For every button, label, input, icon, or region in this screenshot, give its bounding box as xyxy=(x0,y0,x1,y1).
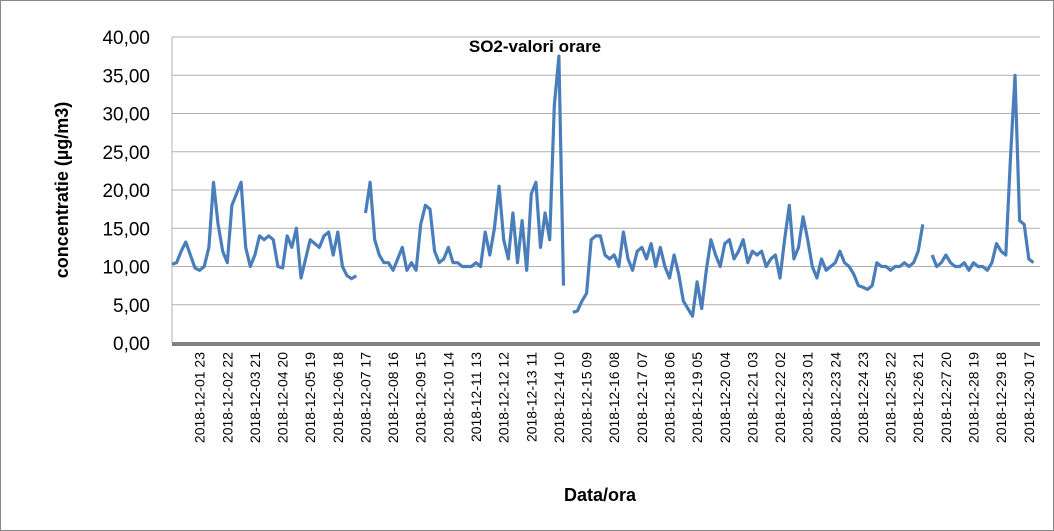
x-tick-label: 2018-12-23 01 xyxy=(800,352,816,443)
x-tick-label: 2018-12-30 17 xyxy=(1021,352,1037,443)
x-tick-label: 2018-12-20 04 xyxy=(717,352,733,443)
x-tick-label: 2018-12-10 14 xyxy=(440,352,456,443)
x-tick-label: 2018-12-08 16 xyxy=(385,352,401,443)
x-tick-label: 2018-12-27 20 xyxy=(938,352,954,443)
x-tick-label: 2018-12-14 10 xyxy=(551,352,567,443)
x-tick-label: 2018-12-18 06 xyxy=(661,352,677,443)
x-tick-label: 2018-12-01 23 xyxy=(192,352,208,443)
chart-title: SO2-valori orare xyxy=(469,37,601,56)
x-tick-label: 2018-12-12 12 xyxy=(496,352,512,443)
x-tick-label: 2018-12-05 19 xyxy=(302,352,318,443)
y-tick-label: 25,00 xyxy=(102,143,150,164)
x-tick-label: 2018-12-15 09 xyxy=(579,352,595,443)
x-tick-label: 2018-12-19 05 xyxy=(689,352,705,443)
y-tick-label: 5,00 xyxy=(113,296,150,317)
x-tick-label: 2018-12-07 17 xyxy=(357,352,373,443)
y-tick-label: 0,00 xyxy=(113,334,150,355)
x-tick-label: 2018-12-02 22 xyxy=(219,352,235,443)
y-tick-label: 10,00 xyxy=(102,258,150,279)
x-tick-label: 2018-12-11 13 xyxy=(468,352,484,442)
series-line xyxy=(171,54,1035,318)
x-tick-label: 2018-12-06 18 xyxy=(330,352,346,443)
y-tick-label: 35,00 xyxy=(102,66,150,87)
y-tick-label: 40,00 xyxy=(102,28,150,49)
y-tick-label: 15,00 xyxy=(102,219,150,240)
x-tick-label: 2018-12-28 19 xyxy=(966,352,982,443)
x-tick-label: 2018-12-24 23 xyxy=(855,352,871,443)
y-tick-label: 30,00 xyxy=(102,105,150,126)
x-tick-label: 2018-12-09 15 xyxy=(413,352,429,443)
x-tick-label: 2018-12-03 21 xyxy=(247,352,263,443)
x-tick-label: 2018-12-25 22 xyxy=(883,352,899,443)
x-tick-label: 2018-12-04 20 xyxy=(275,352,291,443)
x-tick-label: 2018-12-16 08 xyxy=(606,352,622,443)
x-tick-label: 2018-12-21 03 xyxy=(744,352,760,443)
y-axis-label: concentratie (µg/m3) xyxy=(52,102,72,278)
x-tick-label: 2018-12-29 18 xyxy=(993,352,1009,443)
x-tick-label: 2018-12-22 02 xyxy=(772,352,788,443)
x-tick-label: 2018-12-23 24 xyxy=(827,352,843,443)
x-tick-label: 2018-12-17 07 xyxy=(634,352,650,443)
x-tick-label: 2018-12-26 21 xyxy=(910,352,926,443)
y-tick-label: 20,00 xyxy=(102,181,150,202)
x-tick-label: 2018-12-13 11 xyxy=(523,352,539,442)
x-axis-label: Data/ora xyxy=(564,485,637,505)
